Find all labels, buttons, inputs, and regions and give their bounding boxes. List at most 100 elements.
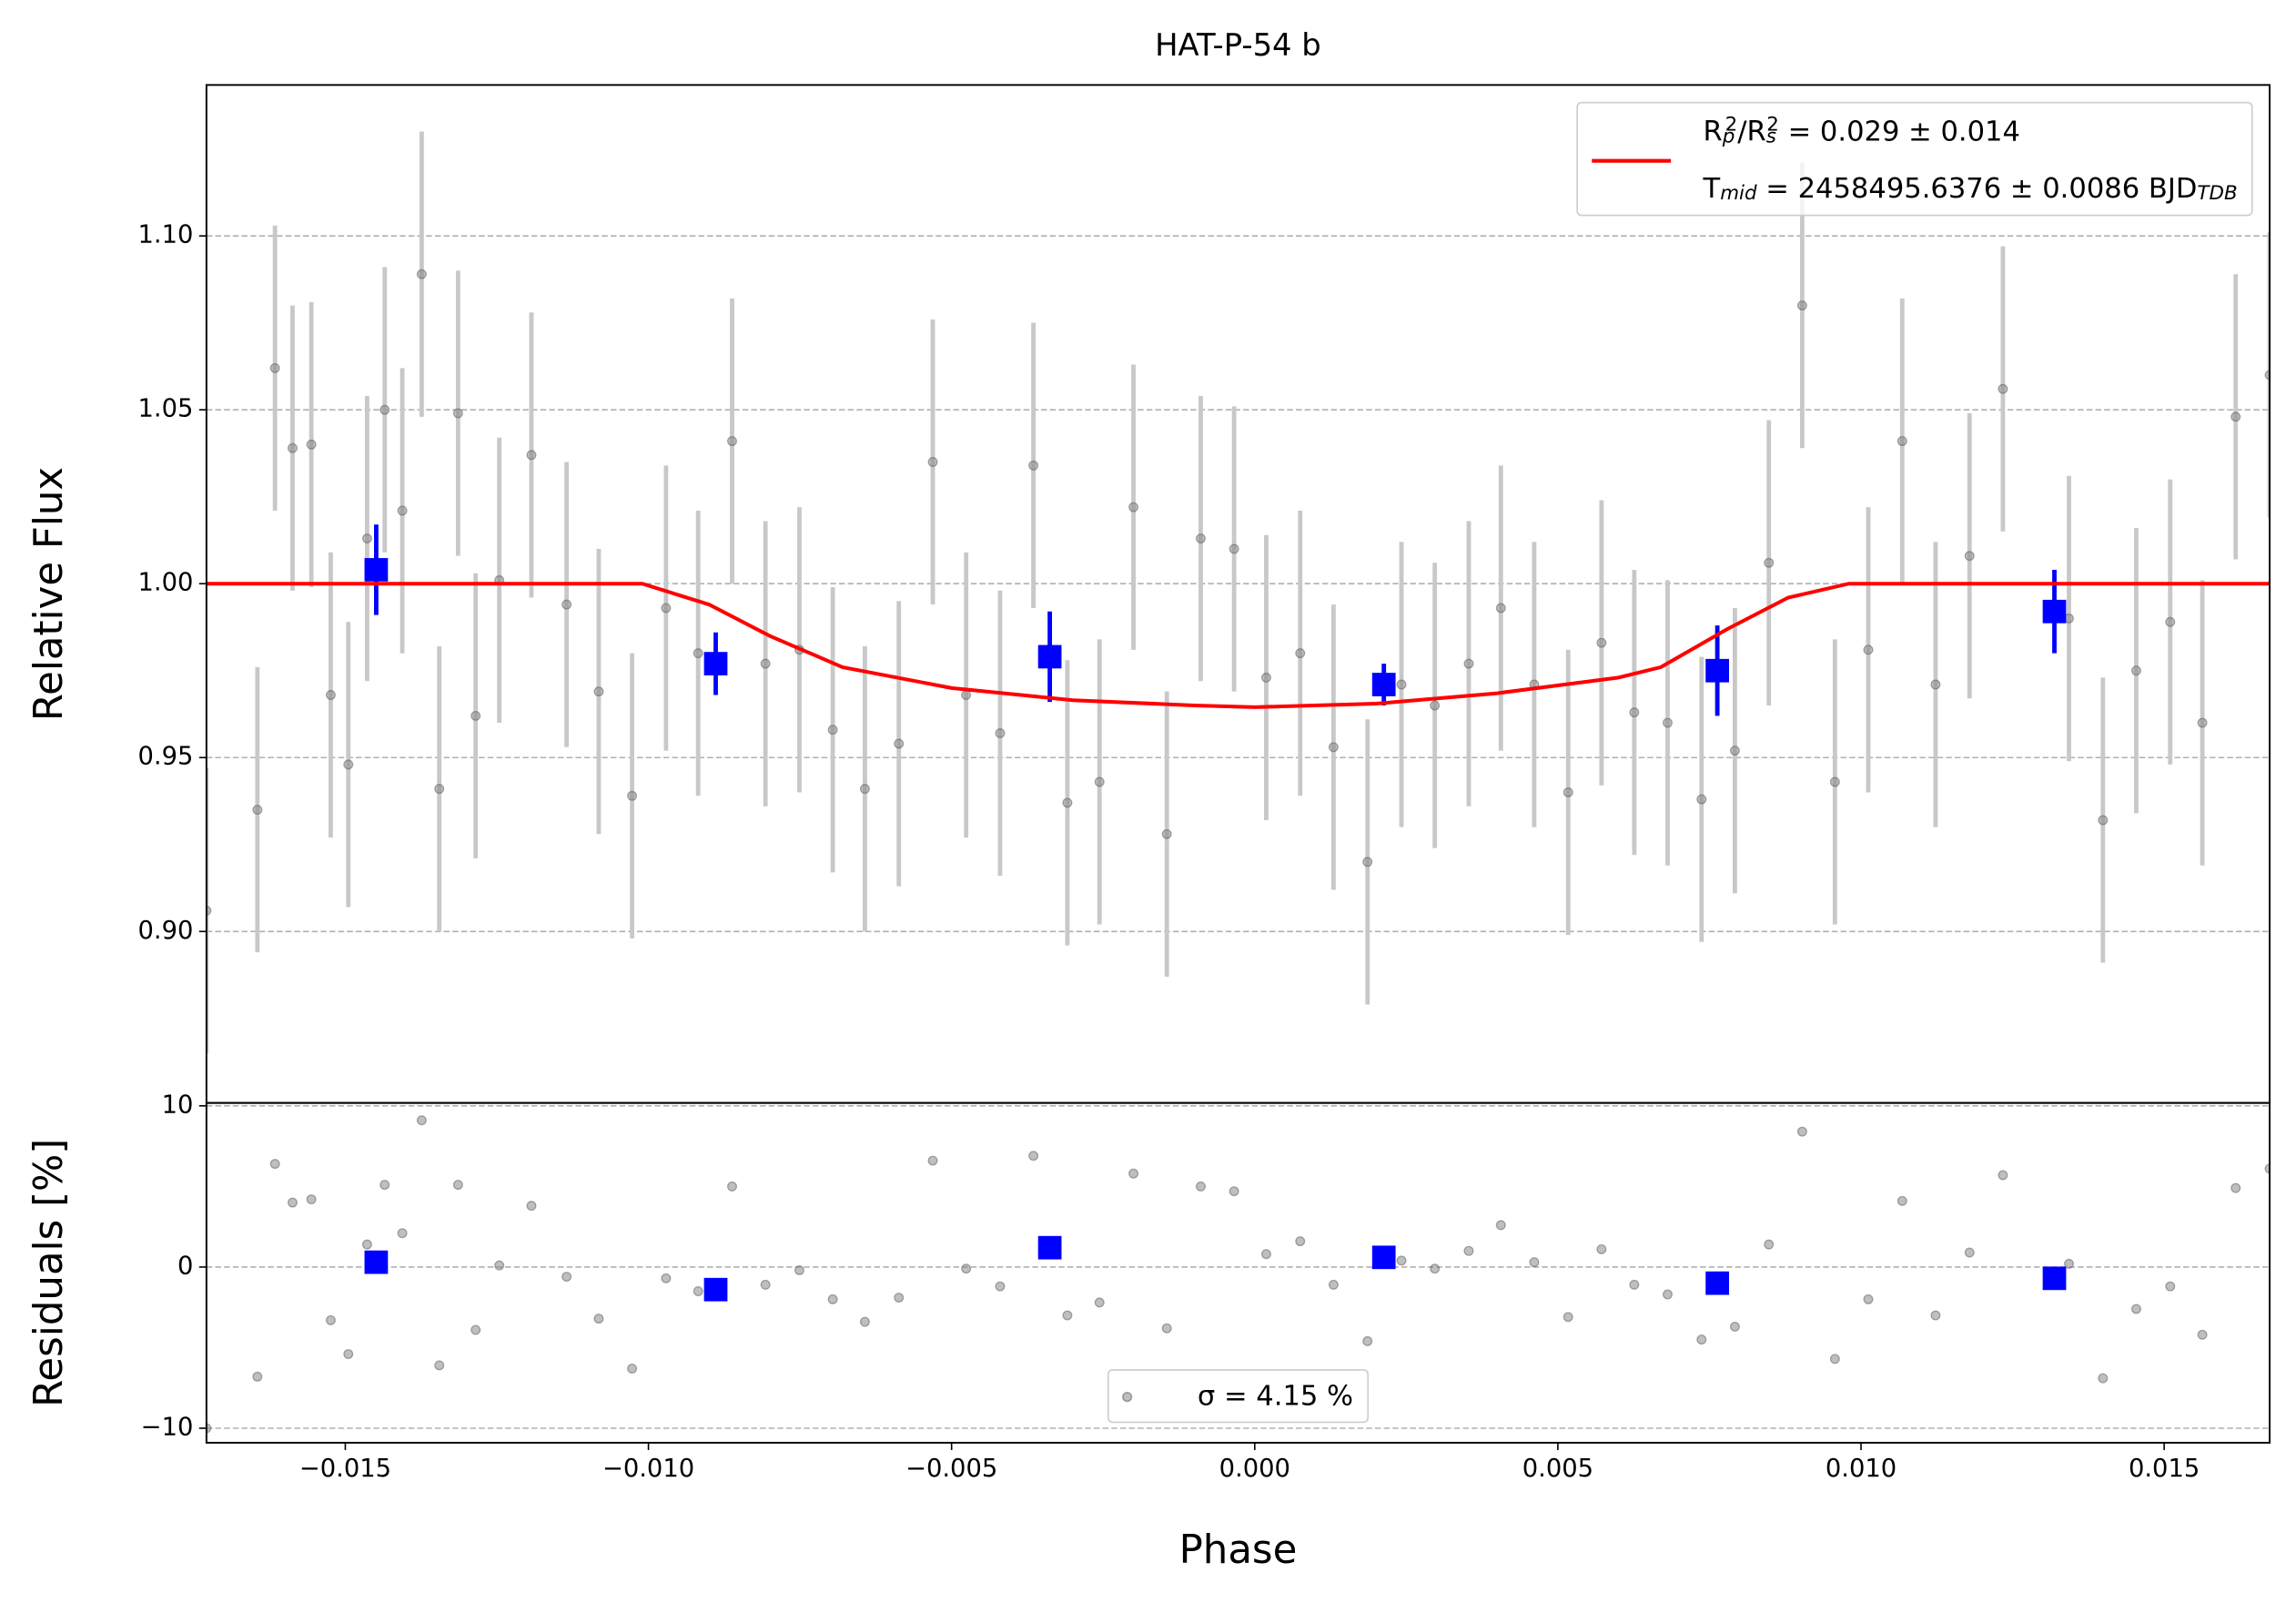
x-tick-label: 0.015 [2129,1455,2200,1483]
legend-label: Tmid = 2458495.6376 ± 0.0086 BJDTDB [1703,173,2238,206]
data-point [995,1281,1006,1292]
binned-point [364,558,389,582]
data-point [1964,1247,1975,1258]
data-point [1796,300,1807,311]
data-point [452,408,463,419]
data-point [1196,1181,1206,1192]
data-point [2165,616,2176,627]
data-point [252,805,263,816]
data-point [1495,1220,1506,1231]
data-point [1964,551,1975,562]
data-point [927,1155,938,1166]
data-point [2264,370,2271,380]
binned-point [364,1250,389,1274]
data-point [894,1293,905,1304]
data-point [794,1264,804,1275]
data-point [1998,383,2008,394]
data-point [661,603,672,614]
binned-point [1037,1235,1062,1260]
legend: σ = 4.15 % [1107,1369,1369,1424]
data-point [325,690,336,700]
data-point [1896,1195,1907,1206]
y-tick-label: −10 [141,1414,194,1442]
binned-point [1371,673,1396,696]
axes-frame [205,84,2271,1104]
data-point [1396,1255,1407,1266]
legend-text: TDB [2197,182,2237,205]
data-point [1796,1126,1807,1137]
data-point [1161,828,1172,839]
data-point [2230,1182,2241,1193]
x-tick-label: 0.005 [1522,1455,1593,1483]
data-point [2264,1163,2271,1174]
data-point [526,450,537,461]
data-point [1863,644,1874,655]
legend-text: = 0.029 ± 0.014 [1779,116,2020,147]
data-point [1062,797,1073,808]
data-point [1930,1310,1941,1321]
data-point [593,686,604,697]
model-line [206,582,2271,709]
data-point [434,1360,445,1371]
data-point [1062,1310,1073,1321]
data-point [1260,1249,1271,1260]
data-point [397,1228,408,1239]
data-point [1295,648,1306,659]
legend-label: Rp2/Rs2 = 0.029 ± 0.014 [1704,113,2020,148]
legend-text: = 2458495.6376 ± 0.0086 BJD [1757,173,2198,205]
data-point [1696,1334,1707,1345]
data-point [1764,1239,1775,1250]
data-point [1629,707,1640,718]
y-tick-label: 0.95 [138,743,194,771]
data-point [1328,742,1339,753]
data-point [252,1371,263,1382]
x-tick-label: −0.010 [602,1455,694,1483]
data-point [288,442,298,453]
data-point [1596,637,1607,648]
data-point [1430,700,1441,711]
data-point [361,533,372,544]
data-point [1094,1297,1105,1308]
data-point [1729,746,1740,756]
data-point [693,648,703,659]
binned-point [703,652,728,675]
data-point [306,1194,317,1205]
data-point [1596,1243,1607,1254]
data-point [1863,1294,1874,1304]
data-point [1094,776,1105,787]
data-point [1128,1168,1139,1179]
data-point [2098,815,2109,826]
data-point [727,436,737,447]
legend-label: σ = 4.15 % [1198,1380,1353,1412]
data-point [2197,1329,2208,1340]
legend-text: mid [1720,182,1757,205]
data-point [1260,672,1271,683]
binned-point [2042,599,2067,624]
data-point [1463,658,1474,669]
data-point [1998,1170,2008,1181]
data-point [343,759,354,770]
data-point [1729,1321,1740,1332]
data-point [627,1364,638,1374]
data-point [1563,786,1573,797]
y-tick-label: 1.10 [138,221,194,249]
data-point [561,599,572,610]
data-point [2130,665,2141,676]
legend-text: 2 [1725,113,1738,136]
data-point [206,905,212,916]
data-point [1229,543,1239,554]
data-point [961,1263,972,1274]
data-point [661,1273,672,1283]
binned-point [1037,644,1062,669]
y-tick-label: 1.05 [138,395,194,423]
data-point [1696,794,1707,805]
data-point [379,1180,390,1191]
chart-title: HAT-P-54 b [1155,27,1321,63]
legend-text: R [1704,116,1723,147]
data-point [361,1239,372,1250]
data-point [1396,679,1407,690]
data-point [1229,1186,1239,1197]
data-point [1328,1279,1339,1290]
data-point [452,1180,463,1191]
legend-items: Rp2/Rs2 = 0.029 ± 0.014 Tmid = 2458495.63… [1592,113,2238,206]
